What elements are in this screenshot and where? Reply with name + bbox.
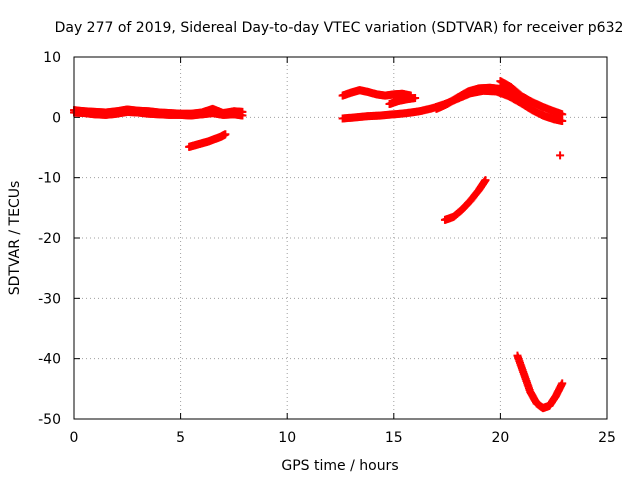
y-axis-label: SDTVAR / TECUs — [7, 181, 23, 296]
y-tick-label: -40 — [38, 352, 61, 368]
data-point — [558, 110, 567, 119]
x-tick-label: 10 — [278, 430, 296, 446]
x-tick-label: 25 — [598, 430, 616, 446]
y-tick-label: -10 — [38, 171, 61, 187]
x-tick-label: 0 — [70, 430, 79, 446]
data-point — [558, 379, 567, 388]
y-tick-label: -20 — [38, 231, 61, 247]
x-tick-label: 20 — [491, 430, 509, 446]
data-point — [481, 176, 490, 185]
series-track-10 — [513, 351, 567, 413]
series-track-8 — [496, 77, 567, 119]
x-axis-label: GPS time / hours — [281, 458, 398, 474]
series-track-11 — [556, 151, 565, 160]
x-tick-label: 15 — [385, 430, 403, 446]
data-point — [221, 130, 230, 139]
x-tick-label: 5 — [176, 430, 185, 446]
y-tick-label: -50 — [38, 412, 61, 428]
chart-title: Day 277 of 2019, Sidereal Day-to-day VTE… — [55, 20, 624, 36]
series-track-9 — [440, 176, 490, 224]
series-track-3 — [185, 130, 230, 151]
data-point — [411, 94, 420, 103]
data-point — [556, 151, 565, 160]
y-tick-label: 0 — [52, 110, 61, 126]
data-point — [238, 107, 247, 116]
series-track-2 — [70, 104, 247, 118]
series-track-5 — [385, 94, 420, 109]
y-tick-label: -30 — [38, 291, 61, 307]
data-series — [70, 77, 567, 413]
plot-frame — [73, 56, 608, 420]
y-tick-label: 10 — [43, 50, 61, 66]
